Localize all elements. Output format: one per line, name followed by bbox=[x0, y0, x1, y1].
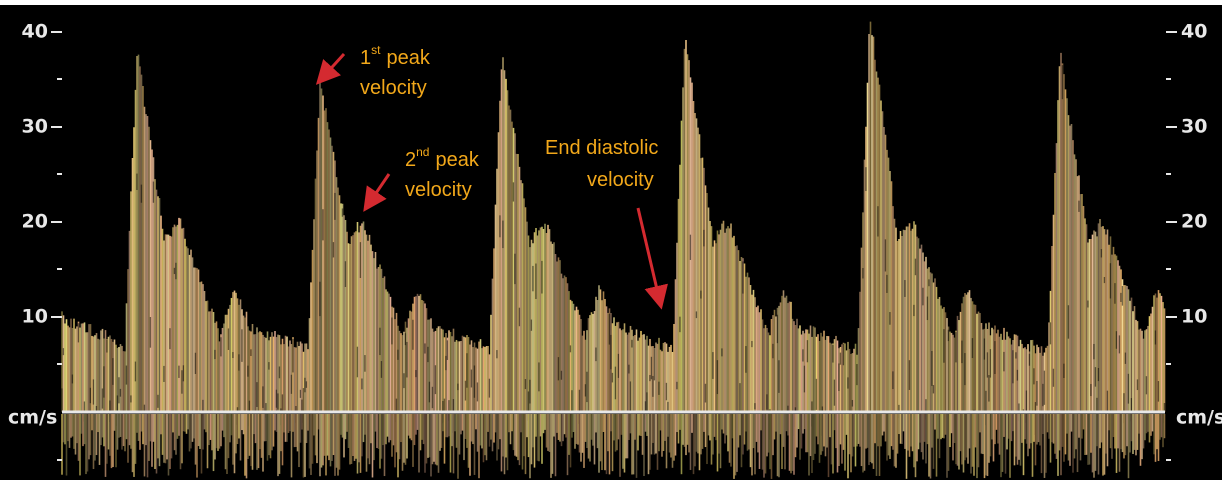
arrow bbox=[636, 207, 668, 310]
tick-label: 40 bbox=[22, 21, 48, 43]
annotation-text: 1st peak bbox=[360, 43, 431, 69]
tick-label: 20 bbox=[1181, 211, 1207, 233]
axes: 40 40 30 30 20 20 10 10 cm/s cm/s bbox=[8, 21, 1222, 461]
unit-label: cm/s bbox=[1176, 407, 1222, 429]
tick-label: 30 bbox=[22, 116, 48, 138]
tick-label: 10 bbox=[1181, 306, 1207, 328]
annotation-text: velocity bbox=[405, 179, 472, 201]
annotation-text: End diastolic bbox=[545, 137, 658, 159]
annotation-3: End diastolic velocity bbox=[545, 137, 668, 310]
waveform bbox=[61, 21, 1166, 479]
annotation-1: 1st peak velocity bbox=[315, 43, 431, 99]
arrow bbox=[363, 173, 391, 212]
annotation-text: 2nd peak bbox=[405, 145, 480, 171]
annotation-2: 2nd peak velocity bbox=[363, 145, 480, 212]
unit-label: cm/s bbox=[8, 407, 57, 429]
annotation-text: velocity bbox=[587, 169, 654, 191]
arrow bbox=[315, 52, 346, 85]
tick-label: 30 bbox=[1181, 116, 1207, 138]
annotation-text: velocity bbox=[360, 77, 427, 99]
tick-label: 40 bbox=[1181, 21, 1207, 43]
tick-label: 20 bbox=[22, 211, 48, 233]
tick-label: 10 bbox=[22, 306, 48, 328]
